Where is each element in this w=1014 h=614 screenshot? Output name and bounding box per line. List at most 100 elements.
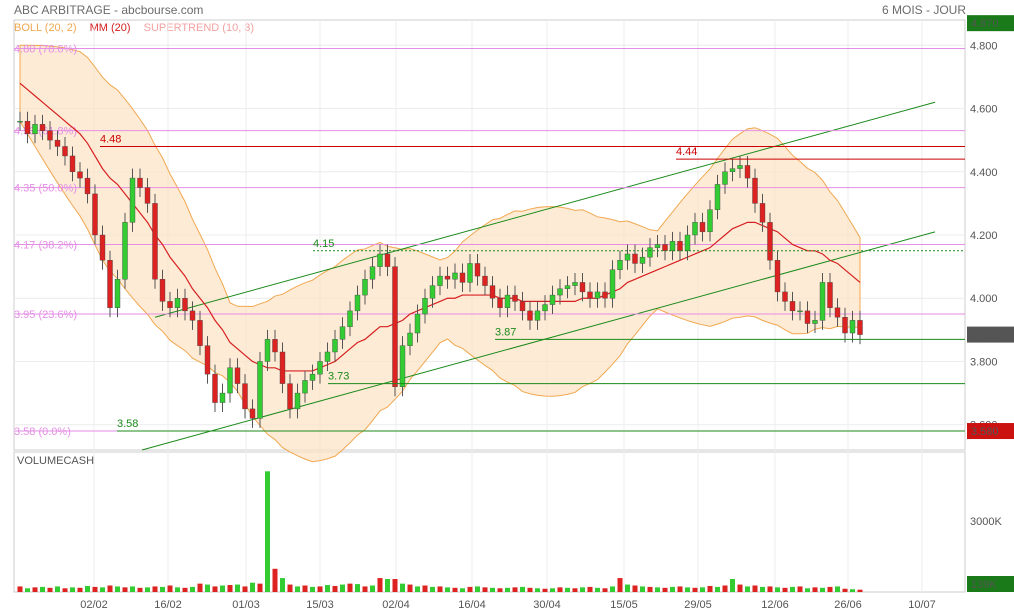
x-tick-label: 01/03 — [232, 599, 260, 611]
level-label: 3.73 — [328, 371, 349, 383]
volume-bar — [190, 586, 195, 592]
candle — [152, 203, 158, 280]
volume-bar — [662, 587, 668, 592]
volume-badge-bg — [967, 576, 1014, 592]
volume-bar — [452, 587, 458, 592]
volume-bar — [100, 587, 105, 592]
candle — [422, 298, 428, 315]
volume-name: VOLUMECASH — [17, 455, 94, 467]
candle — [77, 171, 83, 179]
fib-label: 4.17 (38.2%) — [14, 239, 77, 251]
volume-bar — [235, 584, 240, 592]
top-price-badge-bg — [967, 15, 1014, 32]
volume-bar — [730, 579, 735, 592]
candle — [17, 120, 23, 123]
volume-bar — [445, 587, 450, 592]
candle — [47, 130, 53, 141]
volume-bar — [715, 586, 720, 592]
candle — [789, 301, 796, 312]
volume-bar — [700, 587, 705, 592]
volume-bar — [47, 587, 53, 592]
volume-bar — [205, 584, 210, 592]
low-price-badge: 3.580 — [971, 426, 999, 438]
volume-badge: 139K — [971, 579, 997, 591]
candle — [474, 263, 481, 277]
volume-bar — [722, 585, 728, 592]
candle — [512, 294, 518, 302]
volume-bar — [212, 586, 218, 592]
candle — [482, 275, 488, 286]
volume-bar — [152, 586, 158, 592]
candle — [767, 222, 773, 261]
y-tick-label: 4.000 — [970, 293, 998, 305]
volume-bar — [407, 584, 413, 592]
x-tick-label: 16/04 — [458, 599, 486, 611]
volume-bar — [760, 586, 765, 592]
candle — [399, 345, 406, 387]
volume-bar — [640, 586, 645, 592]
candle — [594, 291, 601, 299]
volume-bar — [797, 586, 803, 592]
candle — [497, 298, 503, 308]
volume-bar — [242, 586, 248, 592]
volume-bar — [415, 586, 420, 592]
volume-bar — [340, 584, 345, 592]
candle — [39, 124, 46, 131]
candle — [279, 351, 286, 384]
y-tick-label: 3.800 — [970, 356, 998, 368]
fib-label: 4.53 (61.8%) — [14, 126, 77, 138]
volume-bar — [325, 585, 330, 592]
legend-boll: BOLL (20, 2) — [14, 22, 77, 34]
volume-bar — [302, 585, 308, 592]
volume-bar — [175, 587, 180, 592]
volume-frame — [13, 451, 966, 593]
volume-bar — [130, 586, 135, 592]
volume-bar — [647, 586, 653, 592]
candle — [602, 291, 608, 299]
volume-bar — [565, 587, 570, 592]
fib-label: 3.95 (23.6%) — [14, 309, 77, 321]
candle — [122, 222, 128, 280]
candle — [347, 310, 353, 327]
candle — [684, 234, 691, 252]
volume-bar — [835, 586, 840, 592]
volume-bar — [812, 587, 818, 592]
volume-bar — [685, 587, 690, 592]
candle — [129, 177, 136, 223]
candle — [212, 373, 218, 403]
volume-bar — [107, 585, 113, 592]
candle — [752, 177, 758, 204]
candle — [549, 294, 556, 305]
volume-bar — [505, 587, 510, 592]
chart-title: ABC ARBITRAGE - abcbourse.com — [14, 3, 204, 17]
volume-bar — [70, 587, 75, 592]
candle — [677, 241, 683, 252]
fib-label: 4.80 (78.6%) — [14, 43, 77, 55]
candle — [92, 193, 98, 236]
candle — [564, 285, 571, 289]
volume-bar — [460, 588, 465, 592]
low-price-badge-bg — [967, 423, 1014, 440]
volume-bar — [677, 586, 683, 592]
volume-bar — [422, 585, 428, 592]
legend-ma: MM (20) — [89, 22, 131, 34]
volume-bar — [625, 584, 630, 592]
candle — [744, 165, 751, 179]
candle — [557, 288, 563, 296]
candle — [197, 320, 203, 346]
volume-bar — [595, 587, 600, 592]
candle — [722, 171, 728, 185]
volume-bar — [332, 585, 338, 592]
volume-bar — [85, 585, 90, 592]
volume-bar — [77, 587, 83, 592]
volume-bar — [317, 586, 323, 592]
candle — [714, 184, 721, 210]
candle — [609, 269, 616, 299]
volume-bar — [707, 585, 713, 592]
volume-bar — [370, 585, 375, 592]
ma-line — [19, 82, 861, 372]
volume-bar — [580, 587, 585, 592]
candle — [32, 124, 38, 135]
candle — [489, 285, 496, 299]
volume-bar — [527, 587, 533, 592]
